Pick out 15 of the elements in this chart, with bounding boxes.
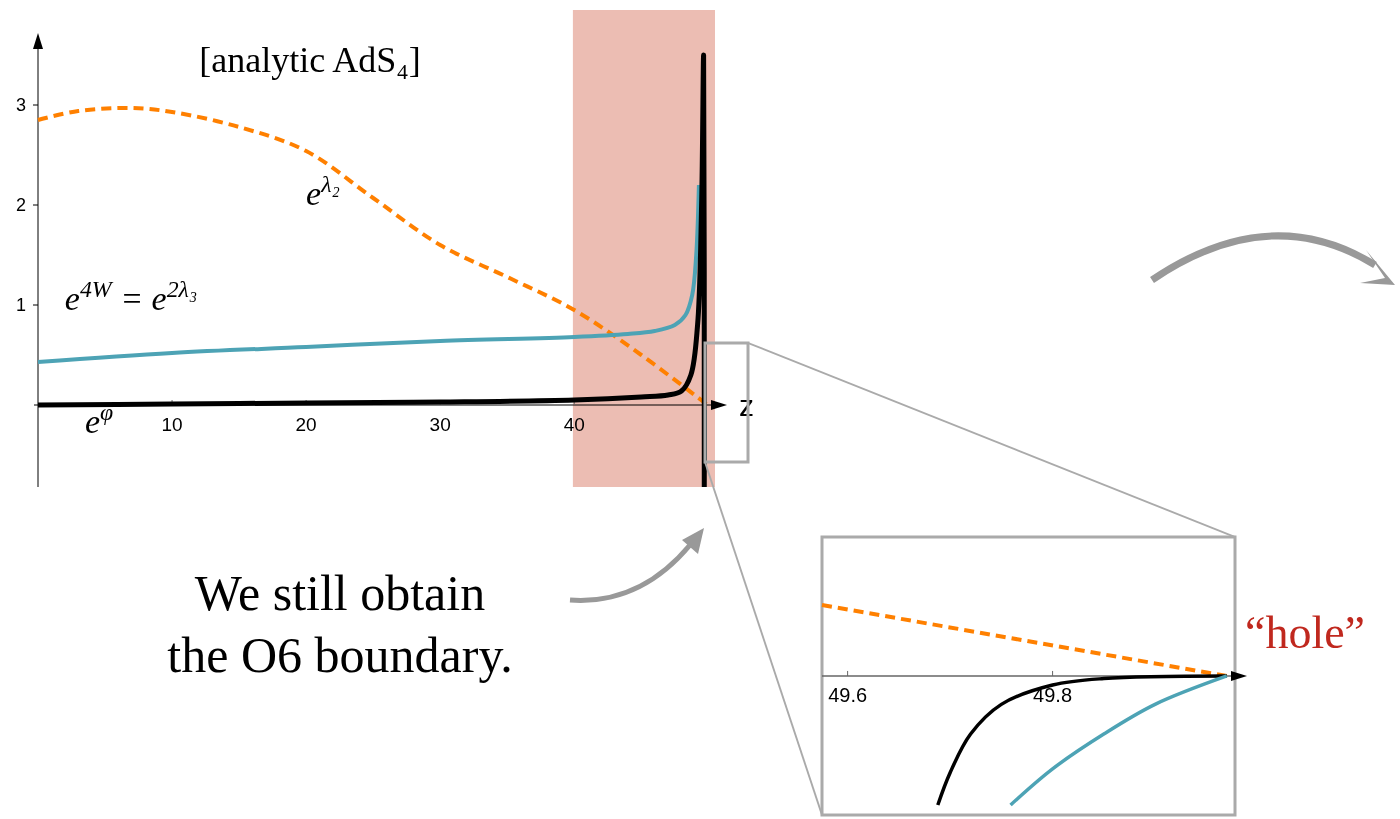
- series-label: e$^{φ}$: [84, 399, 114, 440]
- x-tick-label: 10: [161, 414, 183, 435]
- x-tick-label: 49.6: [828, 683, 868, 706]
- series-label: e$^{4W}$ = e$^{2λ₃}$: [64, 276, 198, 317]
- series-label: e$^{λ₂}$: [306, 171, 340, 212]
- y-tick-label: 1: [15, 295, 26, 315]
- x-tick-label: 20: [295, 414, 317, 435]
- x-tick-label: 30: [429, 414, 451, 435]
- x-tick-label: 49.8: [1033, 683, 1073, 706]
- x-tick-label: 40: [563, 414, 585, 435]
- y-tick-label: 2: [15, 195, 26, 215]
- text: We still obtain the O6 boundary.: [167, 565, 513, 683]
- chart-title: [analytic AdS₄]: [199, 40, 421, 80]
- text: “hole”: [1245, 607, 1366, 658]
- y-tick-label: 3: [15, 95, 26, 115]
